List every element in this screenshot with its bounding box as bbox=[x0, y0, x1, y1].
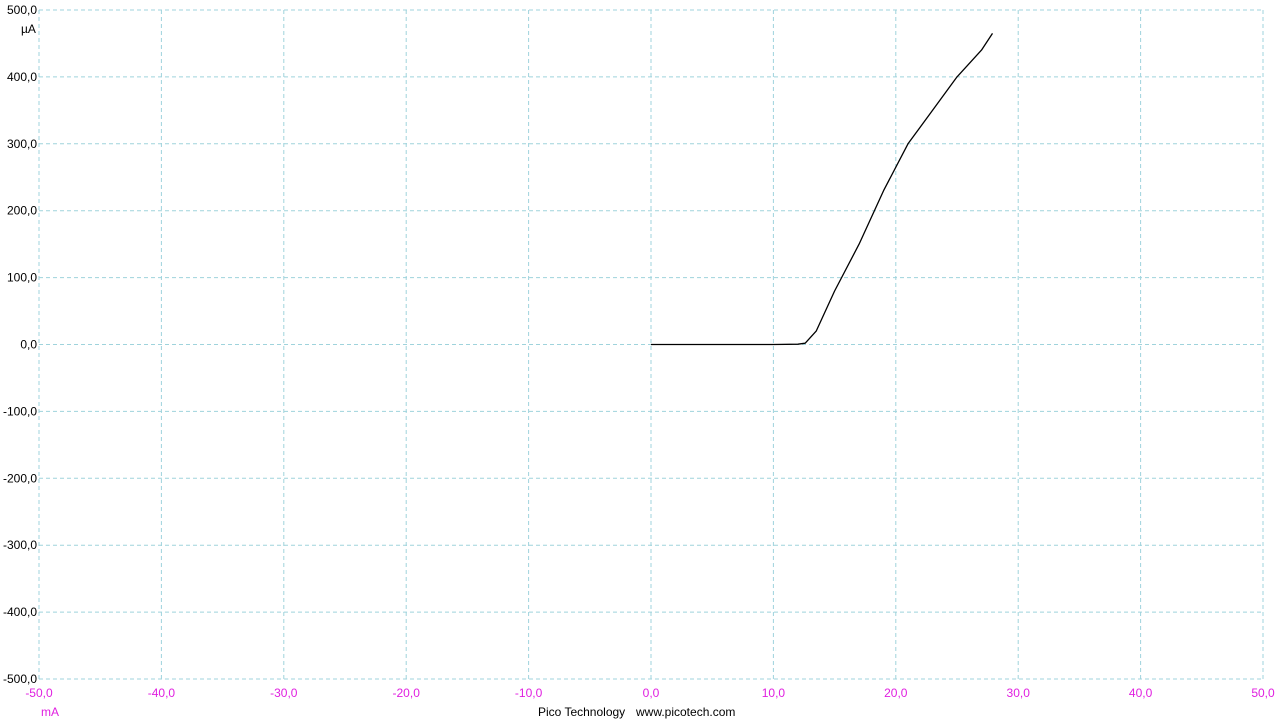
y-tick-label: 500,0 bbox=[7, 3, 37, 17]
x-tick-label: 0,0 bbox=[643, 686, 660, 700]
y-tick-label: 200,0 bbox=[7, 204, 37, 218]
grid bbox=[38, 9, 1264, 680]
x-tick-label: -10,0 bbox=[515, 686, 543, 700]
y-tick-label: -200,0 bbox=[3, 471, 37, 485]
x-axis-unit: mA bbox=[41, 705, 59, 719]
x-tick-label: -20,0 bbox=[393, 686, 421, 700]
y-tick-label: 400,0 bbox=[7, 70, 37, 84]
y-tick-label: -300,0 bbox=[3, 538, 37, 552]
series-line bbox=[651, 33, 994, 346]
x-tick-label: -50,0 bbox=[25, 686, 53, 700]
x-tick-label: 10,0 bbox=[762, 686, 786, 700]
y-axis-ticks: 500,0 400,0 300,0 200,0 100,0 0,0 -100,0 -200,0… bbox=[3, 3, 37, 686]
x-axis-ticks: -50,0 -40,0 -30,0 -20,0 -10,0 0,0 10,0 20,0 30,0… bbox=[25, 686, 1275, 700]
y-tick-label: 100,0 bbox=[7, 271, 37, 285]
x-tick-label: -30,0 bbox=[270, 686, 298, 700]
y-tick-label: -500,0 bbox=[3, 672, 37, 686]
y-tick-label: 300,0 bbox=[7, 137, 37, 151]
footer-brand: Pico Technology bbox=[538, 705, 625, 719]
series-layer bbox=[651, 33, 994, 346]
x-tick-label: 40,0 bbox=[1129, 686, 1153, 700]
y-tick-label: 0,0 bbox=[20, 338, 37, 352]
footer-url: www.picotech.com bbox=[635, 705, 735, 719]
x-tick-label: 50,0 bbox=[1251, 686, 1275, 700]
x-tick-label: 30,0 bbox=[1007, 686, 1031, 700]
x-tick-label: -40,0 bbox=[148, 686, 176, 700]
y-axis-unit: µA bbox=[21, 22, 36, 36]
y-tick-label: -100,0 bbox=[3, 404, 37, 418]
x-tick-label: 20,0 bbox=[884, 686, 908, 700]
y-tick-label: -400,0 bbox=[3, 605, 37, 619]
